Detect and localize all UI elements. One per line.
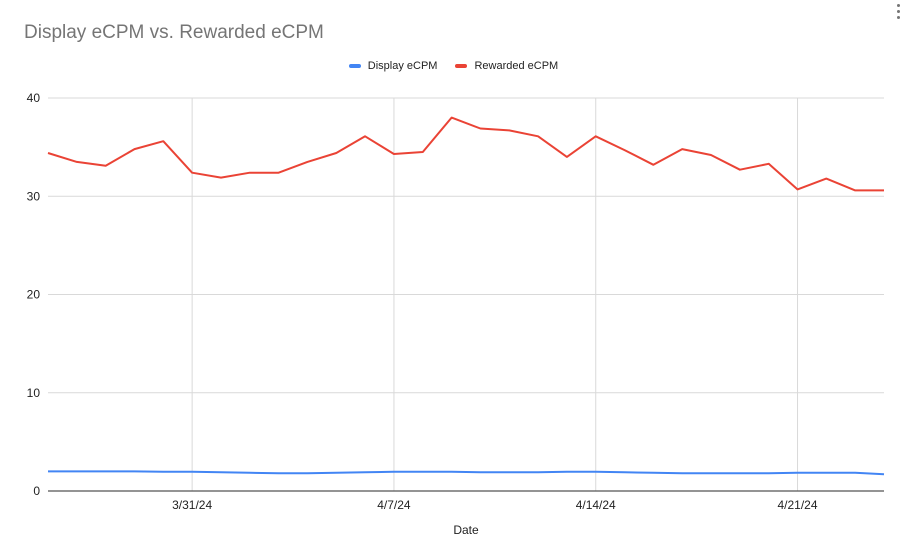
- chart-title: Display eCPM vs. Rewarded eCPM: [24, 22, 324, 43]
- x-tick-label: 4/7/24: [377, 498, 411, 512]
- axes: 0 10 20 30 40 3/31/24 4/7/24 4/14/24 4/21/24: [27, 91, 884, 512]
- series-lines[interactable]: [47, 116, 885, 476]
- legend: Display eCPM Rewarded eCPM: [0, 60, 907, 72]
- x-axis-label: Date: [453, 523, 479, 537]
- legend-label: Rewarded eCPM: [474, 60, 559, 72]
- x-tick-label: 3/31/24: [172, 498, 212, 512]
- legend-label: Display eCPM: [367, 60, 438, 72]
- legend-swatch-rewarded-icon: [455, 64, 468, 68]
- x-tick-label: 4/14/24: [576, 498, 616, 512]
- y-tick-label: 30: [27, 189, 41, 203]
- more-vert-icon[interactable]: [897, 4, 903, 19]
- legend-swatch-display-icon: [348, 64, 361, 68]
- gridlines: [48, 97, 884, 491]
- legend-item-rewarded-ecpm[interactable]: Rewarded eCPM: [455, 60, 558, 72]
- y-tick-label: 0: [33, 484, 40, 498]
- series-line-display-ecpm[interactable]: [48, 470, 885, 476]
- y-tick-label: 20: [27, 288, 41, 302]
- series-line-rewarded-ecpm[interactable]: [47, 116, 884, 192]
- y-tick-label: 10: [27, 386, 41, 400]
- x-tick-label: 4/21/24: [777, 498, 817, 512]
- y-tick-label: 40: [27, 91, 41, 105]
- legend-item-display-ecpm[interactable]: Display eCPM: [348, 60, 438, 72]
